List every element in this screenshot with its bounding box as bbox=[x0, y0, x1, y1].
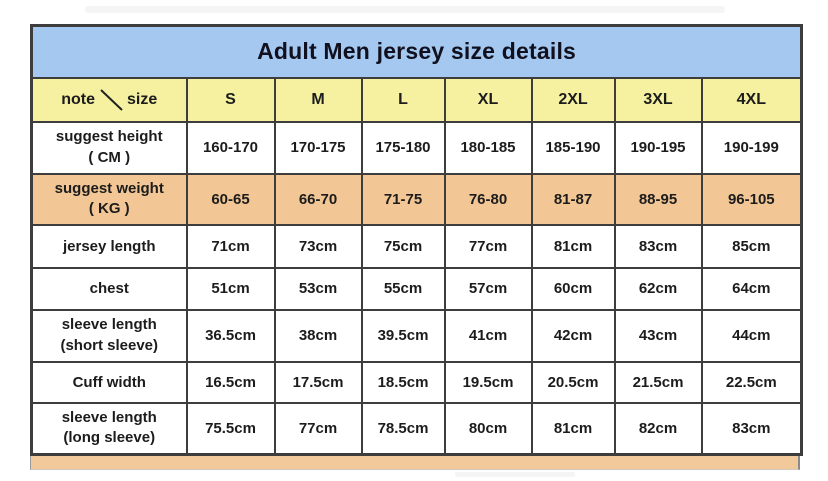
table-row-jersey-length: jersey length 71cm 73cm 75cm 77cm 81cm 8… bbox=[30, 223, 803, 269]
title-row: Adult Men jersey size details bbox=[30, 24, 803, 79]
row-label: sleeve length (long sleeve) bbox=[30, 401, 188, 456]
value-cell: 190-195 bbox=[613, 120, 703, 175]
row-label: suggest weight ( KG ) bbox=[30, 172, 188, 226]
value-cell: 66-70 bbox=[273, 172, 363, 226]
value-cell: 180-185 bbox=[443, 120, 533, 175]
value-cell: 80cm bbox=[443, 401, 533, 456]
value-cell: 43cm bbox=[613, 308, 703, 363]
row-label: sleeve length (short sleeve) bbox=[30, 308, 188, 363]
value-cell: 18.5cm bbox=[360, 360, 446, 404]
size-table-container: Adult Men jersey size details note size … bbox=[30, 24, 804, 470]
value-cell: 81cm bbox=[530, 223, 616, 269]
value-cell: 60cm bbox=[530, 266, 616, 311]
header-cell-size: 4XL bbox=[700, 76, 803, 123]
cropped-next-row-strip bbox=[30, 456, 800, 470]
value-cell: 160-170 bbox=[185, 120, 276, 175]
value-cell: 83cm bbox=[700, 401, 803, 456]
size-table: Adult Men jersey size details note size … bbox=[30, 24, 804, 456]
value-cell: 41cm bbox=[443, 308, 533, 363]
table-row-sleeve-long: sleeve length (long sleeve) 75.5cm 77cm … bbox=[30, 401, 803, 456]
row-label: jersey length bbox=[30, 223, 188, 269]
value-cell: 53cm bbox=[273, 266, 363, 311]
diagonal-slash-icon bbox=[100, 88, 123, 111]
header-cell-size: S bbox=[185, 76, 276, 123]
value-cell: 185-190 bbox=[530, 120, 616, 175]
value-cell: 21.5cm bbox=[613, 360, 703, 404]
header-cell-note-size: note size bbox=[30, 76, 188, 123]
value-cell: 170-175 bbox=[273, 120, 363, 175]
table-row-chest: chest 51cm 53cm 55cm 57cm 60cm 62cm 64cm bbox=[30, 266, 803, 311]
value-cell: 77cm bbox=[443, 223, 533, 269]
value-cell: 42cm bbox=[530, 308, 616, 363]
value-cell: 96-105 bbox=[700, 172, 803, 226]
table-row-suggest-weight: suggest weight ( KG ) 60-65 66-70 71-75 … bbox=[30, 172, 803, 226]
note-label: note bbox=[61, 90, 96, 108]
cropped-text-artifact-top bbox=[85, 6, 725, 13]
value-cell: 71-75 bbox=[360, 172, 446, 226]
row-label: chest bbox=[30, 266, 188, 311]
size-label: size bbox=[127, 90, 158, 108]
cropped-text-artifact-bottom bbox=[455, 472, 575, 477]
value-cell: 81-87 bbox=[530, 172, 616, 226]
value-cell: 39.5cm bbox=[360, 308, 446, 363]
value-cell: 78.5cm bbox=[360, 401, 446, 456]
value-cell: 76-80 bbox=[443, 172, 533, 226]
value-cell: 22.5cm bbox=[700, 360, 803, 404]
value-cell: 83cm bbox=[613, 223, 703, 269]
value-cell: 44cm bbox=[700, 308, 803, 363]
value-cell: 81cm bbox=[530, 401, 616, 456]
row-label: Cuff width bbox=[30, 360, 188, 404]
value-cell: 82cm bbox=[613, 401, 703, 456]
page-title: Adult Men jersey size details bbox=[30, 24, 803, 79]
table-row-sleeve-short: sleeve length (short sleeve) 36.5cm 38cm… bbox=[30, 308, 803, 363]
value-cell: 57cm bbox=[443, 266, 533, 311]
value-cell: 71cm bbox=[185, 223, 276, 269]
value-cell: 36.5cm bbox=[185, 308, 276, 363]
header-cell-size: 2XL bbox=[530, 76, 616, 123]
value-cell: 85cm bbox=[700, 223, 803, 269]
value-cell: 77cm bbox=[273, 401, 363, 456]
header-cell-size: XL bbox=[443, 76, 533, 123]
table-row-suggest-height: suggest height ( CM ) 160-170 170-175 17… bbox=[30, 120, 803, 175]
value-cell: 19.5cm bbox=[443, 360, 533, 404]
header-row: note size S M L XL 2XL 3XL 4XL bbox=[30, 76, 803, 123]
value-cell: 88-95 bbox=[613, 172, 703, 226]
value-cell: 64cm bbox=[700, 266, 803, 311]
value-cell: 51cm bbox=[185, 266, 276, 311]
value-cell: 60-65 bbox=[185, 172, 276, 226]
value-cell: 75.5cm bbox=[185, 401, 276, 456]
header-cell-size: M bbox=[273, 76, 363, 123]
table-row-cuff-width: Cuff width 16.5cm 17.5cm 18.5cm 19.5cm 2… bbox=[30, 360, 803, 404]
value-cell: 38cm bbox=[273, 308, 363, 363]
value-cell: 62cm bbox=[613, 266, 703, 311]
value-cell: 16.5cm bbox=[185, 360, 276, 404]
value-cell: 55cm bbox=[360, 266, 446, 311]
header-cell-size: 3XL bbox=[613, 76, 703, 123]
row-label: suggest height ( CM ) bbox=[30, 120, 188, 175]
value-cell: 73cm bbox=[273, 223, 363, 269]
header-cell-size: L bbox=[360, 76, 446, 123]
value-cell: 20.5cm bbox=[530, 360, 616, 404]
value-cell: 175-180 bbox=[360, 120, 446, 175]
value-cell: 17.5cm bbox=[273, 360, 363, 404]
value-cell: 190-199 bbox=[700, 120, 803, 175]
value-cell: 75cm bbox=[360, 223, 446, 269]
